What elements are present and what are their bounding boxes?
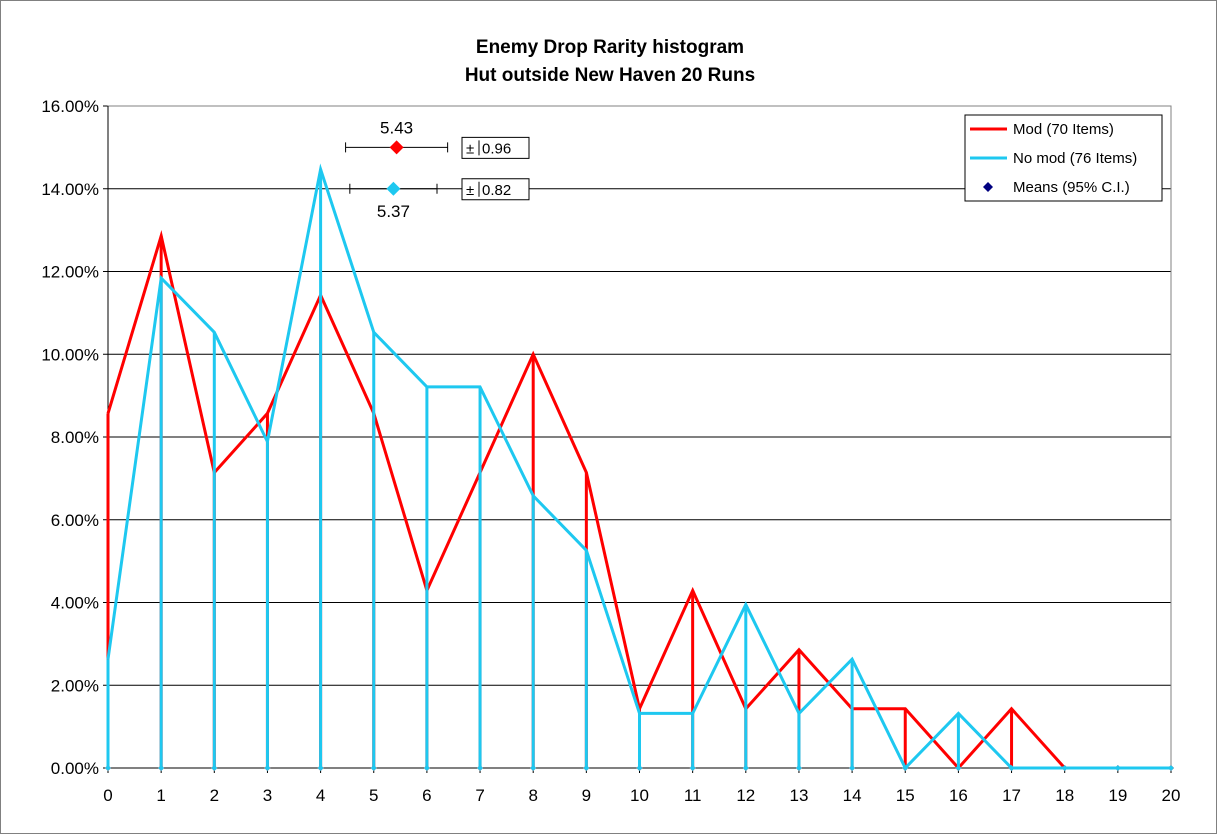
y-tick-labels: 0.00% 2.00% 4.00% 6.00% 8.00% 10.00% 12.00% 14.…: [41, 97, 99, 778]
series-no-mod: [105, 163, 1174, 771]
x-tick-label: 18: [1055, 786, 1074, 805]
x-tick-label: 10: [630, 786, 649, 805]
baseline-marker: [158, 765, 165, 771]
x-tick-label: 9: [582, 786, 591, 805]
baseline-marker: [955, 765, 962, 771]
y-tick-label: 6.00%: [51, 511, 99, 530]
mean-marker: [386, 181, 401, 196]
x-tick-label: 11: [684, 786, 702, 805]
x-tick-label: 14: [843, 786, 862, 805]
baseline-marker: [1061, 765, 1068, 771]
y-tick-label: 12.00%: [41, 263, 99, 282]
baseline-marker: [423, 765, 430, 771]
x-tick-label: 2: [210, 786, 219, 805]
baseline-marker: [264, 765, 271, 771]
baseline-marker: [795, 765, 802, 771]
baseline-marker: [1114, 765, 1121, 771]
x-tick-label: 17: [1002, 786, 1021, 805]
baseline-marker: [849, 765, 856, 771]
legend-means-marker: [983, 182, 993, 192]
baseline-marker: [1168, 765, 1174, 771]
legend-entry: Mod (70 Items): [1013, 121, 1114, 138]
baseline-marker: [105, 765, 111, 771]
x-tick-label: 20: [1162, 786, 1181, 805]
baseline-marker: [477, 765, 484, 771]
baseline-marker: [742, 765, 749, 771]
x-tick-label: 0: [103, 786, 112, 805]
baseline-marker: [317, 765, 324, 771]
baseline-marker: [583, 765, 590, 771]
ci-value: 0.96: [482, 140, 511, 157]
baseline-marker: [530, 765, 537, 771]
mean-label: 5.43: [380, 118, 413, 137]
x-tick-label: 19: [1108, 786, 1127, 805]
legend: Mod (70 Items) No mod (76 Items) Means (95…: [964, 114, 1163, 202]
baseline-marker: [636, 765, 643, 771]
legend-entry-means: Means (95% C.I.): [1013, 179, 1130, 196]
mean-no-mod: 5.37 ± 0.82: [349, 178, 530, 221]
x-tick-label: 4: [316, 786, 325, 805]
y-tick-label: 16.00%: [41, 97, 99, 116]
y-tick-label: 0.00%: [51, 759, 99, 778]
y-tick-label: 10.00%: [41, 345, 99, 364]
x-tick-label: 13: [789, 786, 808, 805]
legend-entry: No mod (76 Items): [1013, 150, 1137, 167]
y-tick-label: 8.00%: [51, 428, 99, 447]
series-mod: [105, 229, 1174, 771]
baseline-marker: [370, 765, 377, 771]
x-tick-label: 7: [475, 786, 484, 805]
x-tick-label: 1: [156, 786, 165, 805]
ci-plus-minus: ±: [466, 182, 474, 199]
x-tick-label: 5: [369, 786, 378, 805]
chart-subtitle: Hut outside New Haven 20 Runs: [465, 65, 755, 86]
y-tick-label: 14.00%: [41, 180, 99, 199]
baseline-marker: [902, 765, 909, 771]
mean-mod: 5.43 ± 0.96: [345, 118, 530, 159]
mean-marker: [389, 140, 404, 155]
chart-title: Enemy Drop Rarity histogram: [476, 37, 744, 58]
x-tick-label: 3: [263, 786, 272, 805]
baseline-marker: [211, 765, 218, 771]
ci-value: 0.82: [482, 182, 511, 199]
series-lines: [105, 163, 1174, 771]
axes: [103, 105, 1172, 773]
means-annotations: 5.43 ± 0.96 5.37 ± 0.82: [345, 118, 530, 221]
x-tick-labels: 0 1 2 3 4 5 6 7 8 9 10 11 12 13 14 15 16 17 18 19 20: [103, 786, 1180, 805]
ci-plus-minus: ±: [466, 140, 474, 157]
x-tick-label: 12: [736, 786, 755, 805]
x-tick-label: 8: [528, 786, 537, 805]
y-tick-label: 4.00%: [51, 594, 99, 613]
mean-label: 5.37: [377, 202, 410, 221]
x-tick-label: 6: [422, 786, 431, 805]
x-tick-label: 15: [896, 786, 915, 805]
x-tick-label: 16: [949, 786, 968, 805]
baseline-marker: [1008, 765, 1015, 771]
y-tick-label: 2.00%: [51, 676, 99, 695]
series-line: [106, 163, 1171, 771]
baseline-marker: [689, 765, 696, 771]
